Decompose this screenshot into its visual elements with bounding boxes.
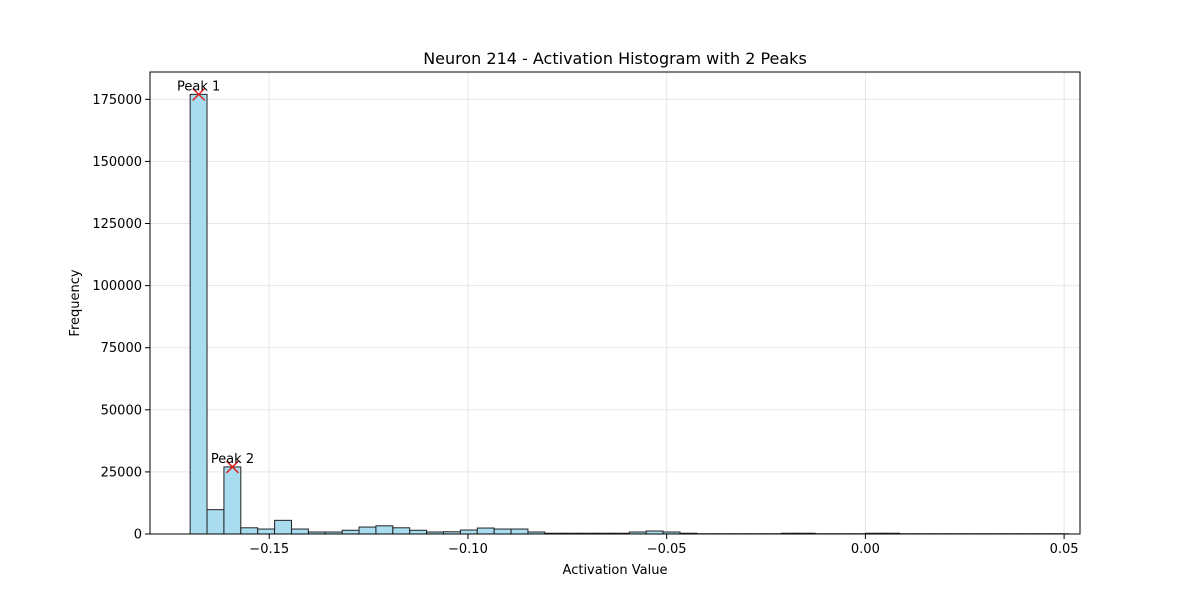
- peak-label: Peak 1: [177, 79, 220, 94]
- y-tick-label: 50000: [101, 403, 142, 418]
- peak-label: Peak 2: [211, 452, 254, 467]
- histogram-bar: [274, 519, 292, 535]
- plot-frame: [149, 71, 1081, 535]
- histogram-bar: [510, 528, 529, 535]
- y-tick-label: 125000: [92, 217, 142, 232]
- histogram-bar: [290, 528, 309, 535]
- x-tick-label: 0.05: [1050, 542, 1079, 557]
- histogram-bar: [493, 528, 512, 535]
- histogram-bar: [375, 525, 394, 535]
- peak-marker: [225, 460, 239, 474]
- histogram-bar: [459, 529, 478, 535]
- x-tick-label: 0.00: [851, 542, 880, 557]
- x-tick-label: −0.10: [448, 542, 488, 557]
- y-axis-ticks: 0 25000 50000 75000 100000 125000 150000 175000: [92, 93, 150, 543]
- y-tick-label: 0: [134, 528, 142, 543]
- histogram-bar: [223, 466, 242, 535]
- histogram-bar: [476, 527, 495, 535]
- y-axis-label: Frequency: [68, 269, 83, 336]
- histogram-bar: [341, 529, 360, 535]
- histogram-bar: [240, 527, 259, 535]
- histogram-bar: [189, 93, 208, 535]
- peak-markers: Peak 1 Peak 2: [177, 79, 254, 474]
- histogram-bar: [257, 528, 276, 535]
- chart-title: Neuron 214 - Activation Histogram with 2…: [423, 49, 807, 68]
- y-tick-label: 75000: [101, 341, 142, 356]
- histogram-bar: [206, 509, 225, 535]
- histogram-bar: [409, 529, 428, 535]
- peak-marker: [192, 87, 206, 101]
- grid: [150, 72, 1080, 535]
- histogram-bar: [392, 527, 411, 535]
- y-tick-label: 25000: [101, 465, 142, 480]
- y-tick-label: 150000: [92, 155, 142, 170]
- histogram-bar: [358, 526, 377, 535]
- x-axis-label: Activation Value: [563, 563, 668, 578]
- x-tick-label: −0.15: [249, 542, 289, 557]
- x-tick-label: −0.05: [647, 542, 687, 557]
- x-axis-ticks: −0.15 −0.10 −0.05 0.00 0.05: [249, 534, 1079, 557]
- y-tick-label: 175000: [92, 93, 142, 108]
- y-tick-label: 100000: [92, 279, 142, 294]
